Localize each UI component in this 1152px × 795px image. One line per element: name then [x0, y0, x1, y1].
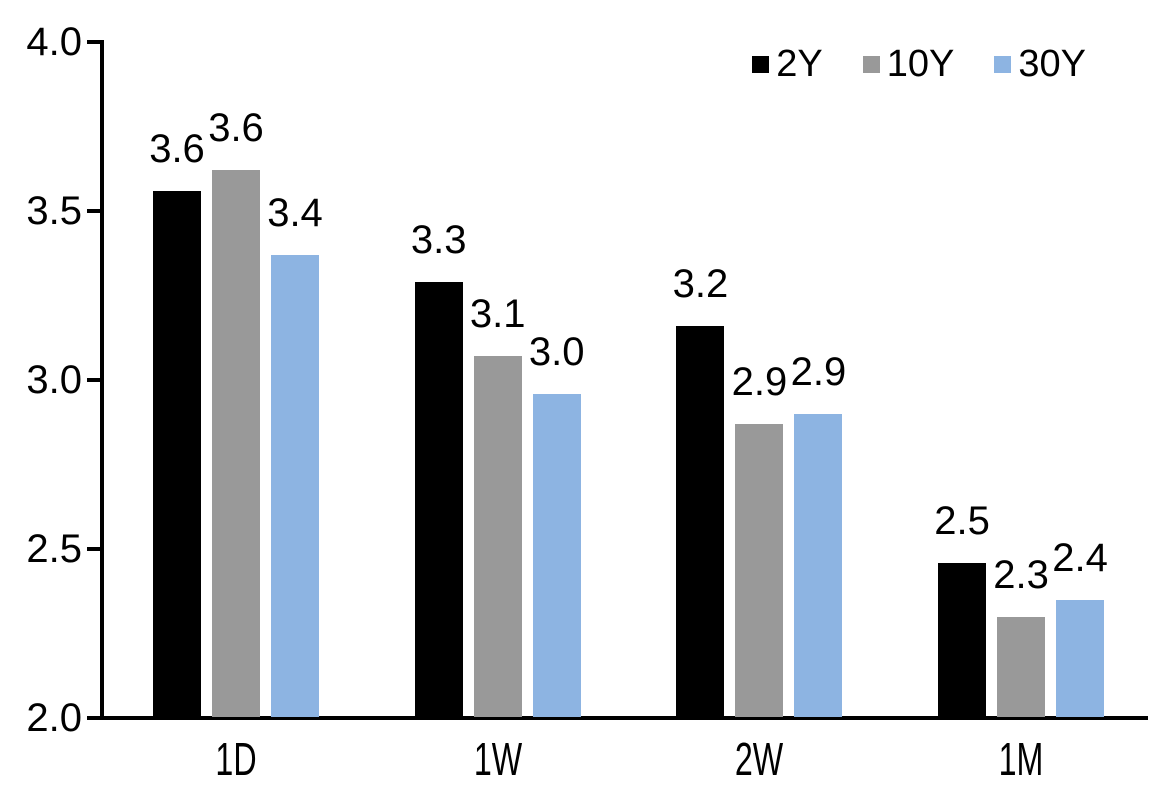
bar-value-label: 3.1 [469, 292, 526, 337]
bar-value-label: 3.4 [267, 190, 323, 235]
bar-value-label: 3.3 [410, 217, 467, 262]
bar-value-label: 2.9 [790, 349, 847, 394]
legend-item-10y: 10Y [862, 43, 955, 85]
bar-value-label: 3.2 [672, 261, 729, 306]
y-axis-line [100, 40, 104, 720]
bar-value-label: 2.4 [1052, 535, 1108, 580]
y-tick-mark [87, 209, 101, 213]
y-tick-label: 2.5 [26, 527, 82, 571]
x-axis-label-1m: 1M [998, 733, 1044, 785]
bar-value-label: 3.6 [208, 106, 264, 151]
bar-2y-1d [153, 190, 201, 717]
y-tick-mark [87, 40, 101, 44]
legend-item-30y: 30Y [994, 45, 1086, 83]
bar-value-label: 3.6 [149, 126, 205, 171]
bar-2y-2w [676, 325, 725, 717]
legend-item-2y: 2Y [752, 43, 823, 85]
bar-2y-1w [414, 281, 463, 717]
bar-value-label: 2.3 [993, 552, 1049, 597]
legend-label: 30Y [1018, 43, 1086, 85]
y-tick-label: 4.0 [26, 20, 82, 64]
y-tick-mark [87, 547, 101, 551]
x-axis-label-1w: 1W [473, 733, 522, 785]
bar-10y-1m [997, 616, 1046, 717]
bar-30y-1w [532, 393, 581, 717]
legend: 2Y 10Y 30Y [752, 45, 1086, 83]
legend-swatch-icon [862, 55, 880, 73]
y-tick-mark [87, 716, 101, 720]
y-tick-label: 3.5 [26, 189, 82, 233]
bar-value-label: 3.0 [528, 329, 585, 374]
x-axis-label-2w: 2W [735, 733, 784, 785]
bar-2y-1m [938, 562, 987, 717]
bar-30y-1m [1056, 599, 1105, 717]
x-axis-label-1d: 1D [215, 733, 257, 785]
bar-value-label: 2.5 [934, 498, 990, 543]
y-tick-label: 2.0 [26, 696, 82, 740]
bar-10y-1d [212, 170, 260, 717]
legend-swatch-icon [994, 55, 1012, 73]
y-tick-mark [87, 378, 101, 382]
legend-swatch-icon [752, 55, 770, 73]
bar-value-label: 2.9 [731, 359, 788, 404]
bar-30y-2w [794, 413, 843, 717]
bar-10y-1w [473, 356, 522, 717]
bar-10y-2w [735, 423, 784, 717]
legend-label: 2Y [776, 43, 823, 85]
x-axis-line [97, 716, 1148, 720]
bar-30y-1d [271, 254, 319, 717]
y-tick-label: 3.0 [26, 358, 82, 402]
legend-label: 10Y [886, 43, 955, 85]
